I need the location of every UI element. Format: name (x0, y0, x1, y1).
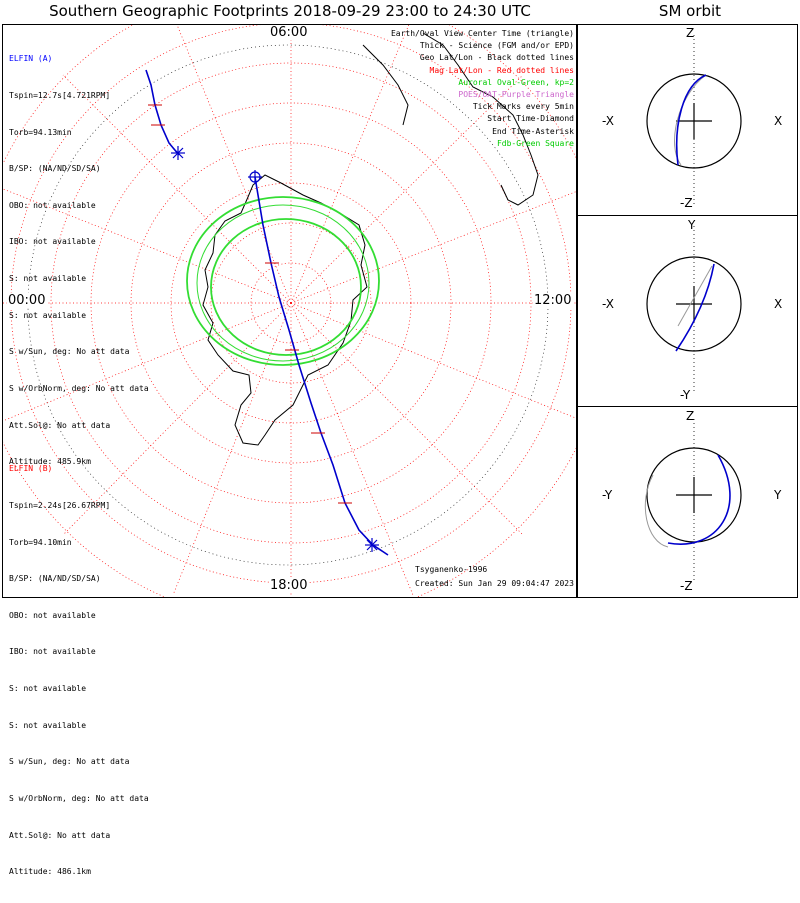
elfin-b-info: ELFIN (B) Tspin=2.24s[26.67RPM] Torb=94.… (9, 439, 149, 903)
sm-xy-left: -X (602, 297, 614, 311)
sm-xy-top: Y (687, 218, 696, 232)
elfin-a-line: S w/OrbNorm, deg: No att data (9, 383, 149, 393)
sm-panel-yz: Z -Z -Y Y (577, 406, 798, 598)
legend-item: Start Time-Diamond (487, 114, 574, 124)
elfin-b-line: S w/Sun, deg: No att data (9, 757, 130, 767)
elfin-b-line: Att.Sol@: No att data (9, 830, 111, 840)
elfin-b-line: S w/OrbNorm, deg: No att data (9, 793, 149, 803)
elfin-b-line: Torb=94.10min (9, 537, 72, 547)
elfin-b-line: S: not available (9, 684, 87, 694)
legend-item: Thick - Science (FGM and/or EPD) (419, 41, 574, 51)
sm-panel-xy: Y -Y -X X (577, 215, 798, 407)
elfin-a-line: Torb=94.13min (9, 127, 72, 137)
elfin-a-line: Altitude: 485.9km (9, 457, 91, 467)
sm-panel-xz: Z -Z -X X (577, 24, 798, 216)
sm-xy-right: X (774, 297, 782, 311)
antarctica-outline (202, 174, 368, 446)
legend-item: POES/OAT-Purple Triangle (458, 90, 574, 100)
legend-item: Tick Marks every 5min (472, 102, 574, 112)
sm-xz-top: Z (686, 26, 694, 40)
sm-diagram-xz: Z -Z -X X (602, 26, 782, 210)
end-asterisk (171, 146, 379, 552)
sm-xz-right: X (774, 114, 782, 128)
elfin-a-info: ELFIN (A) Tspin=12.7s[4.721RPM] Torb=94.… (9, 29, 149, 493)
time-label-bottom: 18:00 (269, 578, 309, 593)
elfin-a-name: ELFIN (A) (9, 54, 53, 64)
elfin-a-line: S: not available (9, 310, 87, 320)
elfin-a-line: S w/Sun, deg: No att data (9, 347, 130, 357)
time-label-top: 06:00 (269, 25, 309, 40)
elfin-track-main (254, 176, 389, 556)
sm-diagram-yz: Z -Z -Y Y (602, 409, 782, 593)
south-america-outline (422, 32, 539, 206)
time-label-right: 12:00 (533, 293, 573, 308)
sm-yz-right: Y (773, 488, 782, 502)
elfin-b-line: Altitude: 486.1km (9, 867, 91, 877)
elfin-a-line: OBO: not available (9, 200, 96, 210)
elfin-b-line: S: not available (9, 720, 87, 730)
elfin-a-line: S: not available (9, 274, 87, 284)
elfin-b-line: OBO: not available (9, 610, 96, 620)
page-title: Southern Geographic Footprints 2018-09-2… (49, 2, 531, 20)
tick-marks (148, 104, 352, 504)
sm-xz-left: -X (602, 114, 614, 128)
elfin-a-line: B/SP: (NA/ND/SD/SA) (9, 164, 101, 174)
legend-item: End Time-Asterisk (492, 126, 574, 136)
sm-xy-bottom: -Y (680, 388, 691, 402)
sm-diagram-xy: Y -Y -X X (602, 218, 782, 402)
credit-text: Tsyganenko-1996 (415, 565, 488, 574)
legend: Earth/Oval View Center Time (triangle) Th… (391, 28, 574, 150)
sm-yz-left: -Y (602, 488, 613, 502)
sm-yz-bottom: -Z (680, 579, 693, 593)
elfin-track-upper (145, 69, 180, 156)
sm-orbit-title: SM orbit (658, 2, 722, 20)
legend-item: Auroral Oval-Green, kp=2 (458, 77, 574, 87)
elfin-a-line: IBO: not available (9, 237, 96, 247)
elfin-a-line: Tspin=12.7s[4.721RPM] (9, 91, 111, 101)
elfin-b-line: Tspin=2.24s[26.67RPM] (9, 501, 111, 511)
time-label-left: 00:00 (7, 293, 47, 308)
landmass-south (362, 44, 409, 126)
sm-xz-bottom: -Z (680, 196, 693, 210)
view-center-marker (248, 170, 262, 184)
sm-yz-top: Z (686, 409, 694, 423)
elfin-b-line: B/SP: (NA/ND/SD/SA) (9, 574, 101, 584)
legend-item: Earth/Oval View Center Time (triangle) (390, 29, 574, 38)
legend-item: Mag Lat/Lon - Red dotted lines (429, 65, 575, 75)
legend-item: Fdb-Green Square (496, 138, 574, 148)
created-text: Created: Sun Jan 29 09:04:47 2023 (415, 579, 574, 588)
elfin-b-name: ELFIN (B) (9, 464, 53, 474)
elfin-b-line: IBO: not available (9, 647, 96, 657)
elfin-a-line: Att.Sol@: No att data (9, 420, 111, 430)
legend-item: Geo Lat/Lon - Black dotted lines (419, 53, 574, 63)
auroral-oval (186, 196, 380, 366)
